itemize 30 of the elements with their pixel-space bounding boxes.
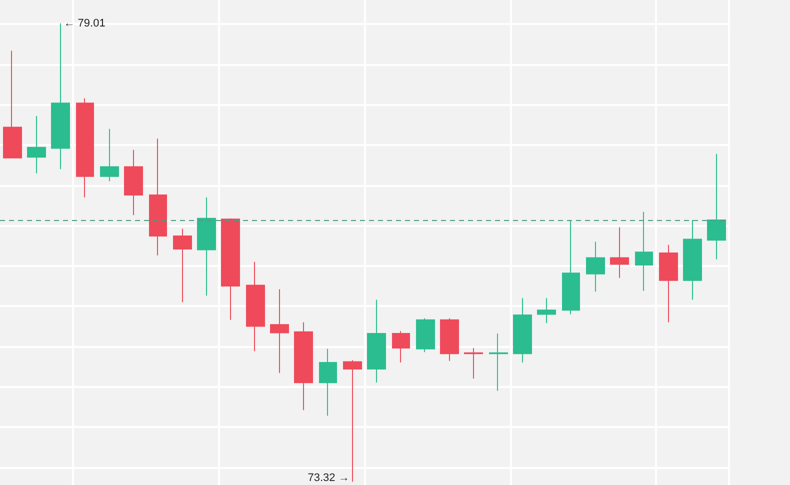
candlestick <box>197 196 216 296</box>
candlestick <box>124 149 143 216</box>
candlestick <box>149 138 167 256</box>
candlestick <box>367 299 386 384</box>
candlestick <box>635 211 653 292</box>
candlestick <box>683 219 702 300</box>
candlestick <box>27 116 46 174</box>
candlestick <box>464 348 483 380</box>
candlestick <box>173 228 192 303</box>
candlestick <box>221 218 240 320</box>
candlestick <box>513 298 532 364</box>
candlestick <box>586 241 605 292</box>
candlestick <box>246 261 265 352</box>
candlestick <box>707 153 726 260</box>
candlestick <box>270 288 289 374</box>
annotation: 73.32 → <box>308 472 350 484</box>
candlestick <box>319 348 337 416</box>
candlestick <box>392 330 410 364</box>
annotation: ← 79.01 <box>64 17 106 30</box>
candlestick <box>610 226 629 278</box>
candlestick <box>294 322 313 411</box>
candlestick <box>537 298 556 324</box>
candlestick <box>76 98 94 198</box>
candlestick <box>562 219 580 315</box>
candlestick <box>440 318 459 362</box>
candlestick <box>416 318 435 353</box>
candlestick <box>659 244 678 323</box>
candlestick <box>100 128 119 182</box>
candlestick <box>489 333 508 392</box>
candlestick <box>3 50 22 158</box>
